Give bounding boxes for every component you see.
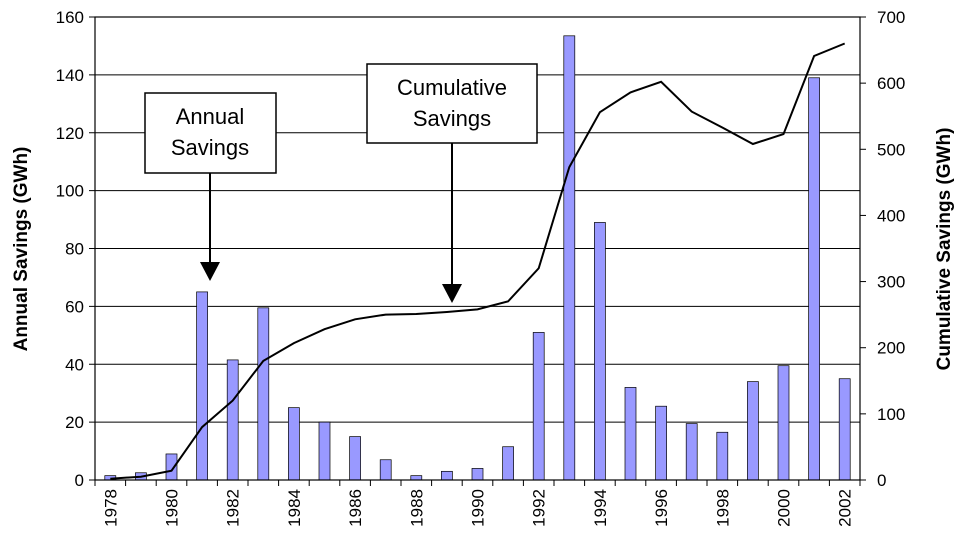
annual-savings-bar [165,453,178,481]
left-axis-title: Annual Savings (GWh) [11,147,32,352]
x-tick-label: 1996 [652,489,671,527]
annual-savings-bar [747,381,759,481]
annual-savings-callout-line-2: Savings [171,135,249,160]
annual-savings-bar [379,459,392,481]
annual-savings-bar [655,405,667,481]
cumulative-savings-arrowhead [442,284,462,303]
left-tick-label: 120 [56,124,84,143]
right-axis-title: Cumulative Savings (GWh) [934,128,955,371]
left-tick-label: 0 [75,471,84,490]
right-tick-label: 0 [877,471,886,490]
annual-savings-bar [288,407,300,481]
annual-savings-bar [594,222,606,481]
annual-savings-bar [685,423,698,481]
left-tick-label: 40 [65,355,84,374]
annual-savings-arrowhead [200,262,220,281]
annual-savings-bar [410,475,423,481]
left-axis-ticks: 0 20 40 60 80 100 120 140 160 [56,8,95,490]
x-tick-label: 1982 [224,489,243,527]
annual-savings-bar [808,77,820,481]
right-tick-label: 600 [877,74,905,93]
x-axis-ticks: 1978 1980 1982 1984 1986 1988 1990 1992 1994 1996… [94,480,861,527]
annual-savings-bar [838,378,851,481]
x-tick-label: 2000 [775,489,794,527]
x-tick-label: 1992 [530,489,549,527]
cumulative-savings-callout: Cumulative Savings [366,63,538,303]
annual-savings-bar [441,470,453,481]
cumulative-savings-line [110,42,846,480]
annual-savings-callout-box [144,92,277,174]
left-tick-label: 140 [56,66,84,85]
annual-savings-bar [318,421,331,481]
left-tick-label: 20 [65,413,84,432]
annual-savings-callout-line-1: Annual [176,104,245,129]
left-tick-label: 100 [56,182,84,201]
annual-savings-bar [777,365,790,481]
annual-savings-bar [257,307,270,481]
x-tick-label: 1984 [285,489,304,527]
annual-savings-bar [196,291,208,481]
annual-savings-bar [624,387,637,481]
right-tick-label: 700 [877,8,905,27]
x-tick-label: 1980 [163,489,182,527]
annual-savings-bar [226,359,239,481]
right-tick-label: 200 [877,339,905,358]
x-tick-label: 1994 [591,489,610,527]
right-axis-ticks: 0 100 200 300 400 500 600 700 [860,8,905,490]
annual-savings-callout: Annual Savings [144,92,277,281]
right-tick-label: 100 [877,405,905,424]
x-tick-label: 1998 [713,489,732,527]
left-tick-label: 80 [65,240,84,259]
left-tick-label: 160 [56,8,84,27]
x-tick-label: 1978 [101,489,120,527]
annual-savings-bar [471,468,484,481]
annual-savings-bar [349,436,361,481]
cumulative-savings-path [110,42,846,480]
annual-savings-bar [563,35,576,481]
left-tick-label: 60 [65,297,84,316]
x-tick-label: 1988 [407,489,426,527]
right-tick-label: 400 [877,206,905,225]
right-tick-label: 500 [877,140,905,159]
annual-savings-bar [716,431,729,481]
annual-savings-bar [502,446,514,481]
x-tick-label: 1986 [346,489,365,527]
cumulative-savings-callout-line-1: Cumulative [397,75,507,100]
x-tick-label: 1990 [469,489,488,527]
cumulative-savings-callout-line-2: Savings [413,106,491,131]
right-tick-label: 300 [877,273,905,292]
x-tick-label: 2002 [836,489,855,527]
annual-savings-bar [532,332,545,481]
